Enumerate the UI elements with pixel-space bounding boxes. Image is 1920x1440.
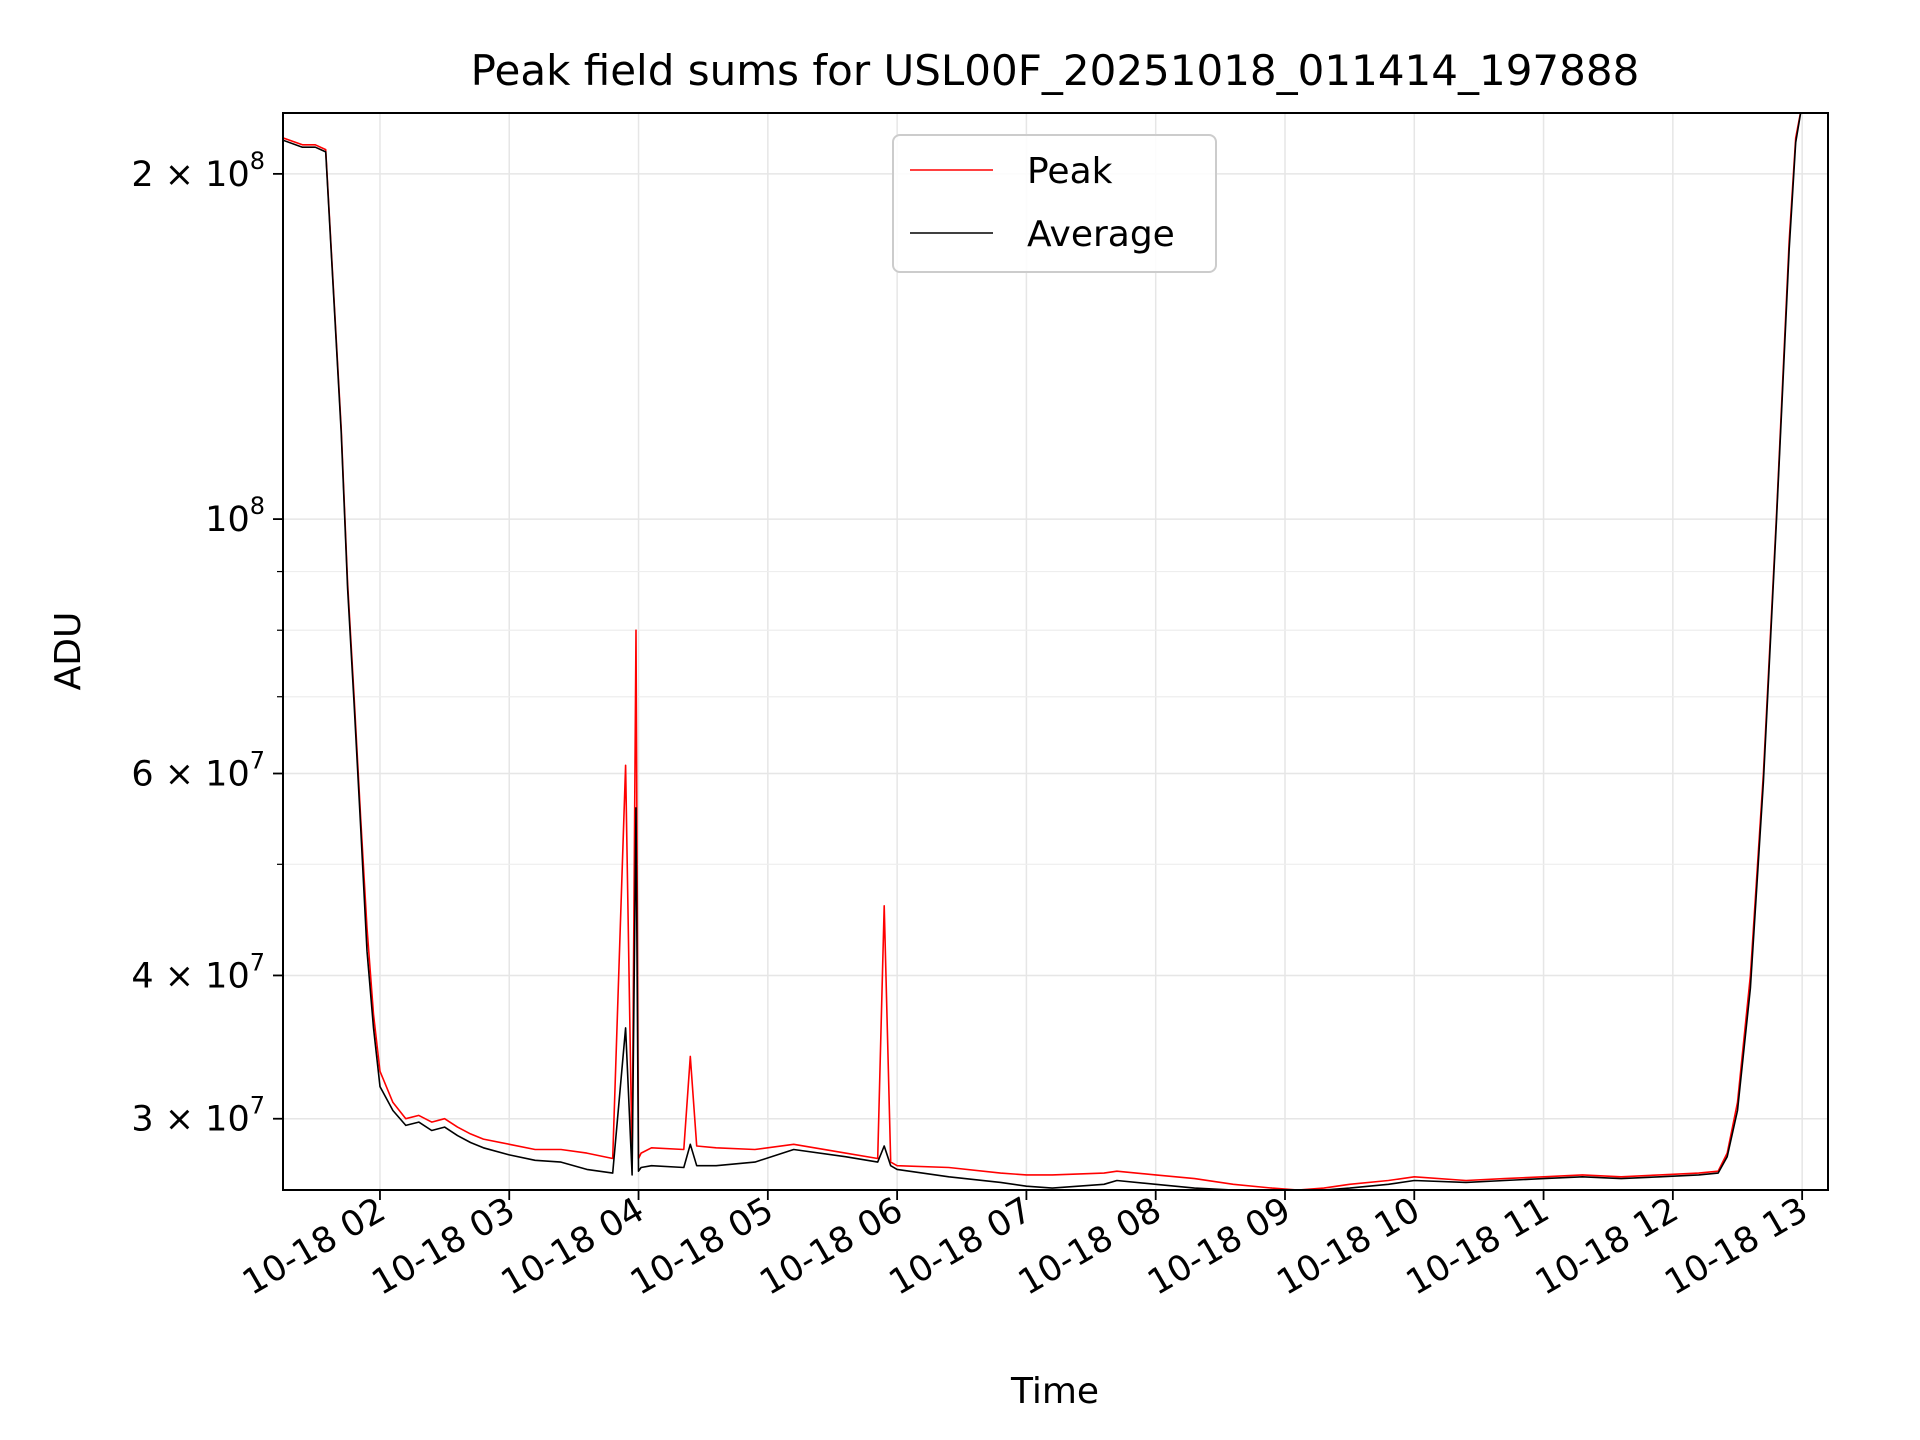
y-tick-label-exponent: 8 (250, 147, 265, 175)
y-tick-label: 6 × 107 (131, 747, 265, 795)
legend-average-label: Average (1027, 214, 1175, 255)
x-axis-label: Time (1010, 1371, 1099, 1412)
legend-peak-label: Peak (1027, 151, 1113, 192)
y-tick-label-base: 3 × 10 (131, 1100, 249, 1140)
y-tick-label: 2 × 108 (131, 147, 265, 195)
series-line-peak (283, 113, 1802, 1190)
plot-lines (283, 113, 1802, 1190)
y-tick-label-exponent: 8 (250, 492, 265, 520)
grid (283, 113, 1828, 1190)
series-line-average (283, 113, 1802, 1190)
y-tick-label: 3 × 107 (131, 1092, 265, 1140)
y-tick-label-exponent: 7 (250, 1092, 265, 1120)
y-tick-label-base: 10 (205, 500, 250, 540)
y-tick-label-exponent: 7 (250, 948, 265, 976)
y-axis-label: ADU (48, 612, 89, 691)
y-tick-label: 108 (205, 492, 265, 540)
legend: Peak Average (892, 134, 1217, 273)
y-tick-label-base: 4 × 10 (131, 956, 249, 996)
chart-title: Peak field sums for USL00F_20251018_0114… (471, 46, 1640, 95)
plot-frame (282, 112, 1829, 1191)
y-tick-label-exponent: 7 (250, 747, 265, 775)
y-tick-label-base: 2 × 10 (131, 155, 249, 195)
y-tick-label: 4 × 107 (131, 948, 265, 996)
y-tick-label-base: 6 × 10 (131, 755, 249, 795)
